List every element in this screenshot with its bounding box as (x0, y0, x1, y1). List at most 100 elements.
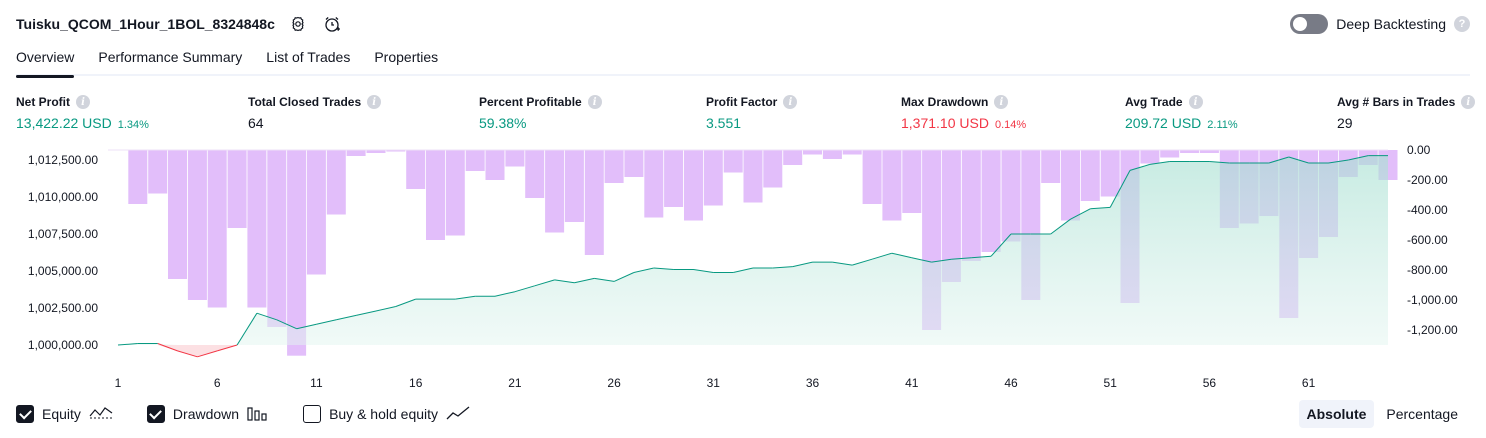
drawdown-bar[interactable] (445, 150, 465, 236)
drawdown-bar[interactable] (525, 150, 545, 198)
drawdown-bar[interactable] (485, 150, 505, 180)
drawdown-bar[interactable] (227, 150, 247, 228)
absolute-button[interactable]: Absolute (1298, 400, 1375, 428)
tab-list-of-trades[interactable]: List of Trades (266, 49, 351, 65)
profit-factor-label: Profit Factor (706, 95, 778, 109)
metric-total-closed-trades: Total Closed Trades i 64 (248, 94, 382, 133)
equity-line-segment (772, 266, 793, 269)
drawdown-bar[interactable] (207, 150, 227, 308)
drawdown-bar[interactable] (426, 150, 445, 240)
drawdown-bar[interactable] (743, 150, 763, 203)
drawdown-bar[interactable] (981, 150, 1001, 252)
drawdown-bar[interactable] (326, 150, 346, 215)
drawdown-bar[interactable] (1199, 150, 1219, 153)
drawdown-bar[interactable] (465, 150, 485, 171)
equity-line-segment (832, 261, 853, 266)
equity-line-segment (355, 310, 377, 316)
deep-backtesting-toggle[interactable] (1290, 14, 1329, 34)
drawdown-bar[interactable] (247, 150, 267, 308)
drawdown-bar[interactable] (624, 150, 644, 177)
drawdown-bar[interactable] (128, 150, 148, 204)
drawdown-bar[interactable] (961, 150, 981, 261)
drawdown-bar[interactable] (1160, 150, 1180, 158)
drawdown-bar[interactable] (941, 150, 961, 282)
legend-equity[interactable]: Equity (16, 405, 113, 424)
x-axis-tick-label: 46 (1004, 376, 1018, 390)
info-icon[interactable]: i (994, 95, 1009, 109)
info-icon[interactable]: i (587, 95, 602, 109)
equity-loss-fill (118, 345, 1388, 357)
drawdown-bar[interactable] (684, 150, 703, 221)
drawdown-bar[interactable] (386, 150, 406, 152)
left-axis-tick-label: 1,000,000.00 (28, 338, 98, 352)
drawdown-bar[interactable] (664, 150, 684, 207)
drawdown-bar[interactable] (564, 150, 584, 222)
drawdown-bar[interactable] (822, 150, 842, 159)
chart-legend: Equity Drawdown Buy & hold equity (16, 403, 470, 425)
equity-line-segment (693, 269, 714, 273)
drawdown-bar[interactable] (1100, 150, 1120, 197)
drawdown-checkbox[interactable] (146, 405, 165, 423)
equity-drawdown-chart[interactable]: 1,000,000.00 1,002,500.00 1,005,000.00 1,00… (0, 140, 1486, 395)
drawdown-bar[interactable] (267, 150, 287, 327)
drawdown-bar[interactable] (1180, 150, 1200, 153)
drawdown-bar[interactable] (505, 150, 525, 167)
drawdown-bar[interactable] (148, 150, 168, 194)
drawdown-bar[interactable] (1140, 150, 1160, 164)
drawdown-bar[interactable] (604, 150, 624, 183)
drawdown-bar[interactable] (168, 150, 187, 279)
percentage-button[interactable]: Percentage (1386, 406, 1458, 422)
drawdown-bar[interactable] (862, 150, 882, 204)
x-axis-tick-label: 1 (115, 376, 122, 390)
left-axis-tick-label: 1,005,000.00 (28, 264, 98, 278)
drawdown-bar[interactable] (842, 150, 862, 155)
drawdown-bar[interactable] (902, 150, 922, 213)
equity-line-segment (911, 257, 932, 263)
drawdown-bar[interactable] (1041, 150, 1061, 183)
net-profit-pct: 1.34% (117, 119, 149, 131)
drawdown-bar[interactable] (366, 150, 386, 153)
add-alert-icon[interactable] (321, 13, 343, 35)
buy-hold-checkbox[interactable] (303, 405, 322, 423)
tab-overview[interactable]: Overview (16, 46, 75, 78)
drawdown-bar[interactable] (1080, 150, 1100, 201)
info-icon[interactable]: i (367, 95, 382, 109)
help-icon[interactable]: ? (1454, 16, 1470, 32)
legend-drawdown[interactable]: Drawdown (146, 405, 269, 424)
settings-icon[interactable] (287, 13, 309, 35)
drawdown-bar[interactable] (187, 150, 207, 300)
drawdown-bar[interactable] (644, 150, 664, 218)
drawdown-bar[interactable] (723, 150, 743, 173)
drawdown-bar[interactable] (783, 150, 803, 165)
equity-line-segment (514, 285, 535, 293)
drawdown-bar[interactable] (545, 150, 565, 233)
right-axis-tick-label: -800.00 (1407, 263, 1448, 277)
info-icon[interactable]: i (76, 95, 90, 109)
legend-buy-hold[interactable]: Buy & hold equity (303, 405, 470, 424)
x-axis-tick-label: 21 (508, 376, 522, 390)
tab-properties[interactable]: Properties (374, 49, 439, 65)
drawdown-bar[interactable] (406, 150, 426, 189)
right-axis-tick-label: 0.00 (1407, 143, 1431, 157)
drawdown-bar[interactable] (1061, 150, 1080, 221)
drawdown-bar[interactable] (287, 150, 307, 356)
drawdown-bar[interactable] (882, 150, 902, 221)
info-icon[interactable]: i (1461, 95, 1476, 109)
equity-line-segment (792, 261, 813, 268)
equity-line-segment (871, 252, 893, 260)
percent-profitable-label: Percent Profitable (479, 95, 582, 109)
drawdown-bar[interactable] (306, 150, 326, 275)
equity-checkbox[interactable] (16, 405, 34, 423)
left-axis-tick-label: 1,010,000.00 (28, 190, 98, 204)
drawdown-bar[interactable] (584, 150, 604, 255)
drawdown-bar[interactable] (803, 150, 822, 155)
drawdown-bar[interactable] (763, 150, 783, 188)
info-icon[interactable]: i (1188, 95, 1203, 109)
right-axis-tick-label: -400.00 (1407, 203, 1448, 217)
drawdown-bar[interactable] (703, 150, 723, 206)
drawdown-bar[interactable] (1001, 150, 1021, 242)
info-icon[interactable]: i (783, 95, 798, 109)
tab-performance-summary[interactable]: Performance Summary (98, 49, 243, 65)
equity-line-segment (951, 257, 972, 260)
drawdown-bar[interactable] (346, 150, 366, 156)
